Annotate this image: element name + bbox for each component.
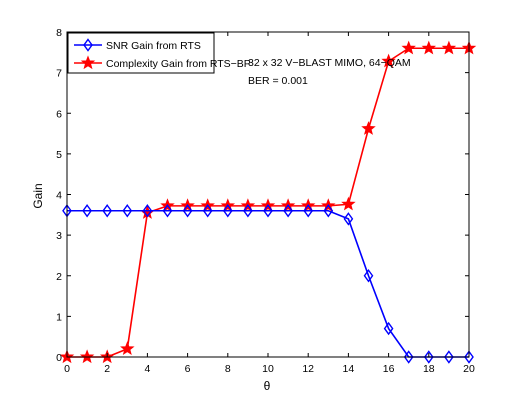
series-1-point-17	[401, 40, 416, 55]
y-tick-label-5: 5	[56, 149, 62, 161]
series-1-point-15	[361, 121, 376, 135]
series-layer	[59, 40, 477, 364]
series-1-point-3	[120, 341, 135, 356]
series-1-point-16	[381, 53, 396, 68]
x-tick-label-8: 16	[383, 363, 395, 375]
series-0-point-19	[444, 350, 454, 364]
legend-label-1: Complexity Gain from RTS−BP	[106, 58, 251, 70]
series-0-point-17	[403, 350, 414, 364]
annotation-mimo-config: 32 x 32 V−BLAST MIMO, 64−QAM	[248, 57, 411, 69]
series-0-point-11	[283, 204, 293, 218]
series-0-point-4	[142, 204, 153, 218]
x-tick-label-6: 12	[302, 363, 314, 375]
series-0-point-7	[202, 204, 213, 218]
x-tick-label-0: 0	[64, 363, 70, 375]
series-0-point-9	[243, 204, 253, 218]
legend-swatch-marker-1	[80, 55, 96, 70]
series-0-point-6	[182, 204, 193, 218]
series-0-point-14	[343, 212, 354, 226]
series-0-line	[67, 209, 469, 358]
series-0-point-1	[82, 204, 92, 218]
y-tick-label-4: 4	[56, 190, 62, 202]
y-tick-label-3: 3	[56, 230, 62, 242]
series-1-point-14	[341, 196, 356, 211]
y-tick-label-1: 1	[56, 311, 62, 323]
series-0	[62, 204, 474, 364]
series-0-point-8	[222, 204, 233, 218]
series-0-point-20	[464, 350, 474, 364]
x-tick-label-1: 2	[104, 363, 110, 375]
series-0-point-16	[383, 321, 394, 336]
series-0-point-13	[323, 204, 334, 218]
x-axis-label: θ	[264, 379, 271, 393]
x-tick-label-3: 6	[185, 363, 191, 375]
legend-box	[67, 32, 215, 74]
series-1-point-19	[441, 40, 457, 55]
series-0-point-3	[122, 204, 133, 218]
x-tick-label-4: 8	[225, 363, 231, 375]
legend-label-0: SNR Gain from RTS	[106, 40, 201, 52]
x-tick-label-2: 4	[144, 363, 150, 375]
x-tick-label-9: 18	[423, 363, 435, 375]
y-tick-label-0: 0	[56, 352, 62, 364]
x-tick-label-5: 10	[262, 363, 274, 375]
legend-swatch-marker-0	[83, 38, 93, 52]
series-0-point-2	[102, 204, 113, 218]
y-tick-label-7: 7	[56, 68, 62, 80]
y-tick-label-8: 8	[56, 27, 62, 39]
series-0-point-18	[423, 350, 434, 364]
x-tick-label-7: 14	[343, 363, 355, 375]
y-tick-label-2: 2	[56, 271, 62, 283]
x-tick-label-10: 20	[463, 363, 475, 375]
series-0-point-5	[162, 204, 173, 218]
legend: SNR Gain from RTS Complexity Gain from RT…	[67, 32, 251, 74]
y-axis-label: Gain	[31, 183, 45, 208]
series-1-point-1	[79, 349, 95, 364]
annotation-ber: BER = 0.001	[248, 75, 308, 87]
series-0-point-12	[303, 204, 314, 218]
series-0-point-10	[263, 204, 273, 218]
series-0-point-15	[363, 269, 374, 283]
y-tick-label-6: 6	[56, 108, 62, 120]
series-1-point-18	[421, 40, 437, 55]
